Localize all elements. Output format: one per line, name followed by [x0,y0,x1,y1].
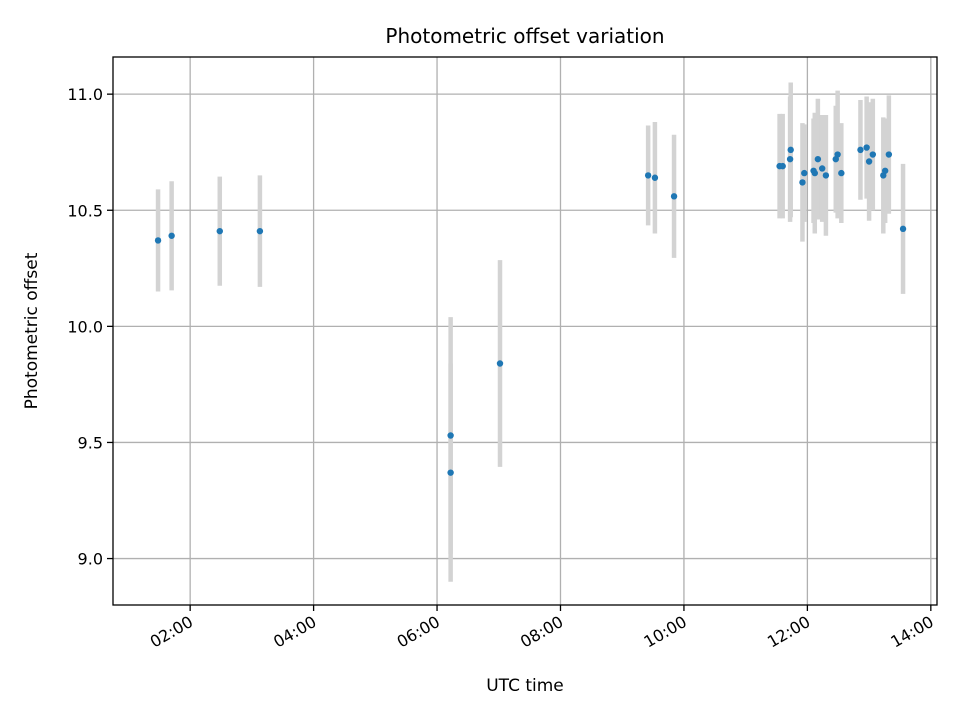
data-point [256,227,264,235]
data-point [787,146,794,154]
data-point [838,169,845,177]
y-tick-label: 9.0 [78,550,103,569]
data-point [670,193,678,200]
data-point [651,174,659,181]
data-point [885,151,893,158]
data-point [644,172,652,179]
data-point [814,155,822,163]
data-point [881,167,889,174]
data-point [863,144,870,151]
data-points [154,144,907,476]
y-tick-label: 11.0 [67,85,103,104]
y-tick-label: 10.5 [67,201,103,220]
data-point [899,225,907,233]
data-point [779,162,786,170]
y-axis-ticks: 9.0 9.5 10.0 10.5 11.0 [67,85,113,569]
data-point [799,179,806,186]
y-tick-label: 9.5 [78,433,103,452]
data-point [857,146,864,154]
data-point [801,169,808,177]
y-tick-label: 10.0 [67,317,103,336]
data-point [154,237,162,244]
data-point [811,169,818,177]
data-point [822,172,830,179]
data-point [168,232,175,239]
data-point [447,432,454,439]
chart-title: Photometric offset variation [385,24,664,48]
data-point [865,158,873,165]
data-point [447,469,454,476]
data-point [216,227,223,235]
data-point [786,155,794,163]
data-point [834,151,841,158]
plot-frame [112,56,938,606]
x-axis-label: UTC time [486,676,564,696]
data-point [818,165,826,172]
y-axis-label: Photometric offset [22,252,42,409]
grid-lines [113,57,937,605]
data-point [869,151,877,158]
data-point [496,360,504,367]
